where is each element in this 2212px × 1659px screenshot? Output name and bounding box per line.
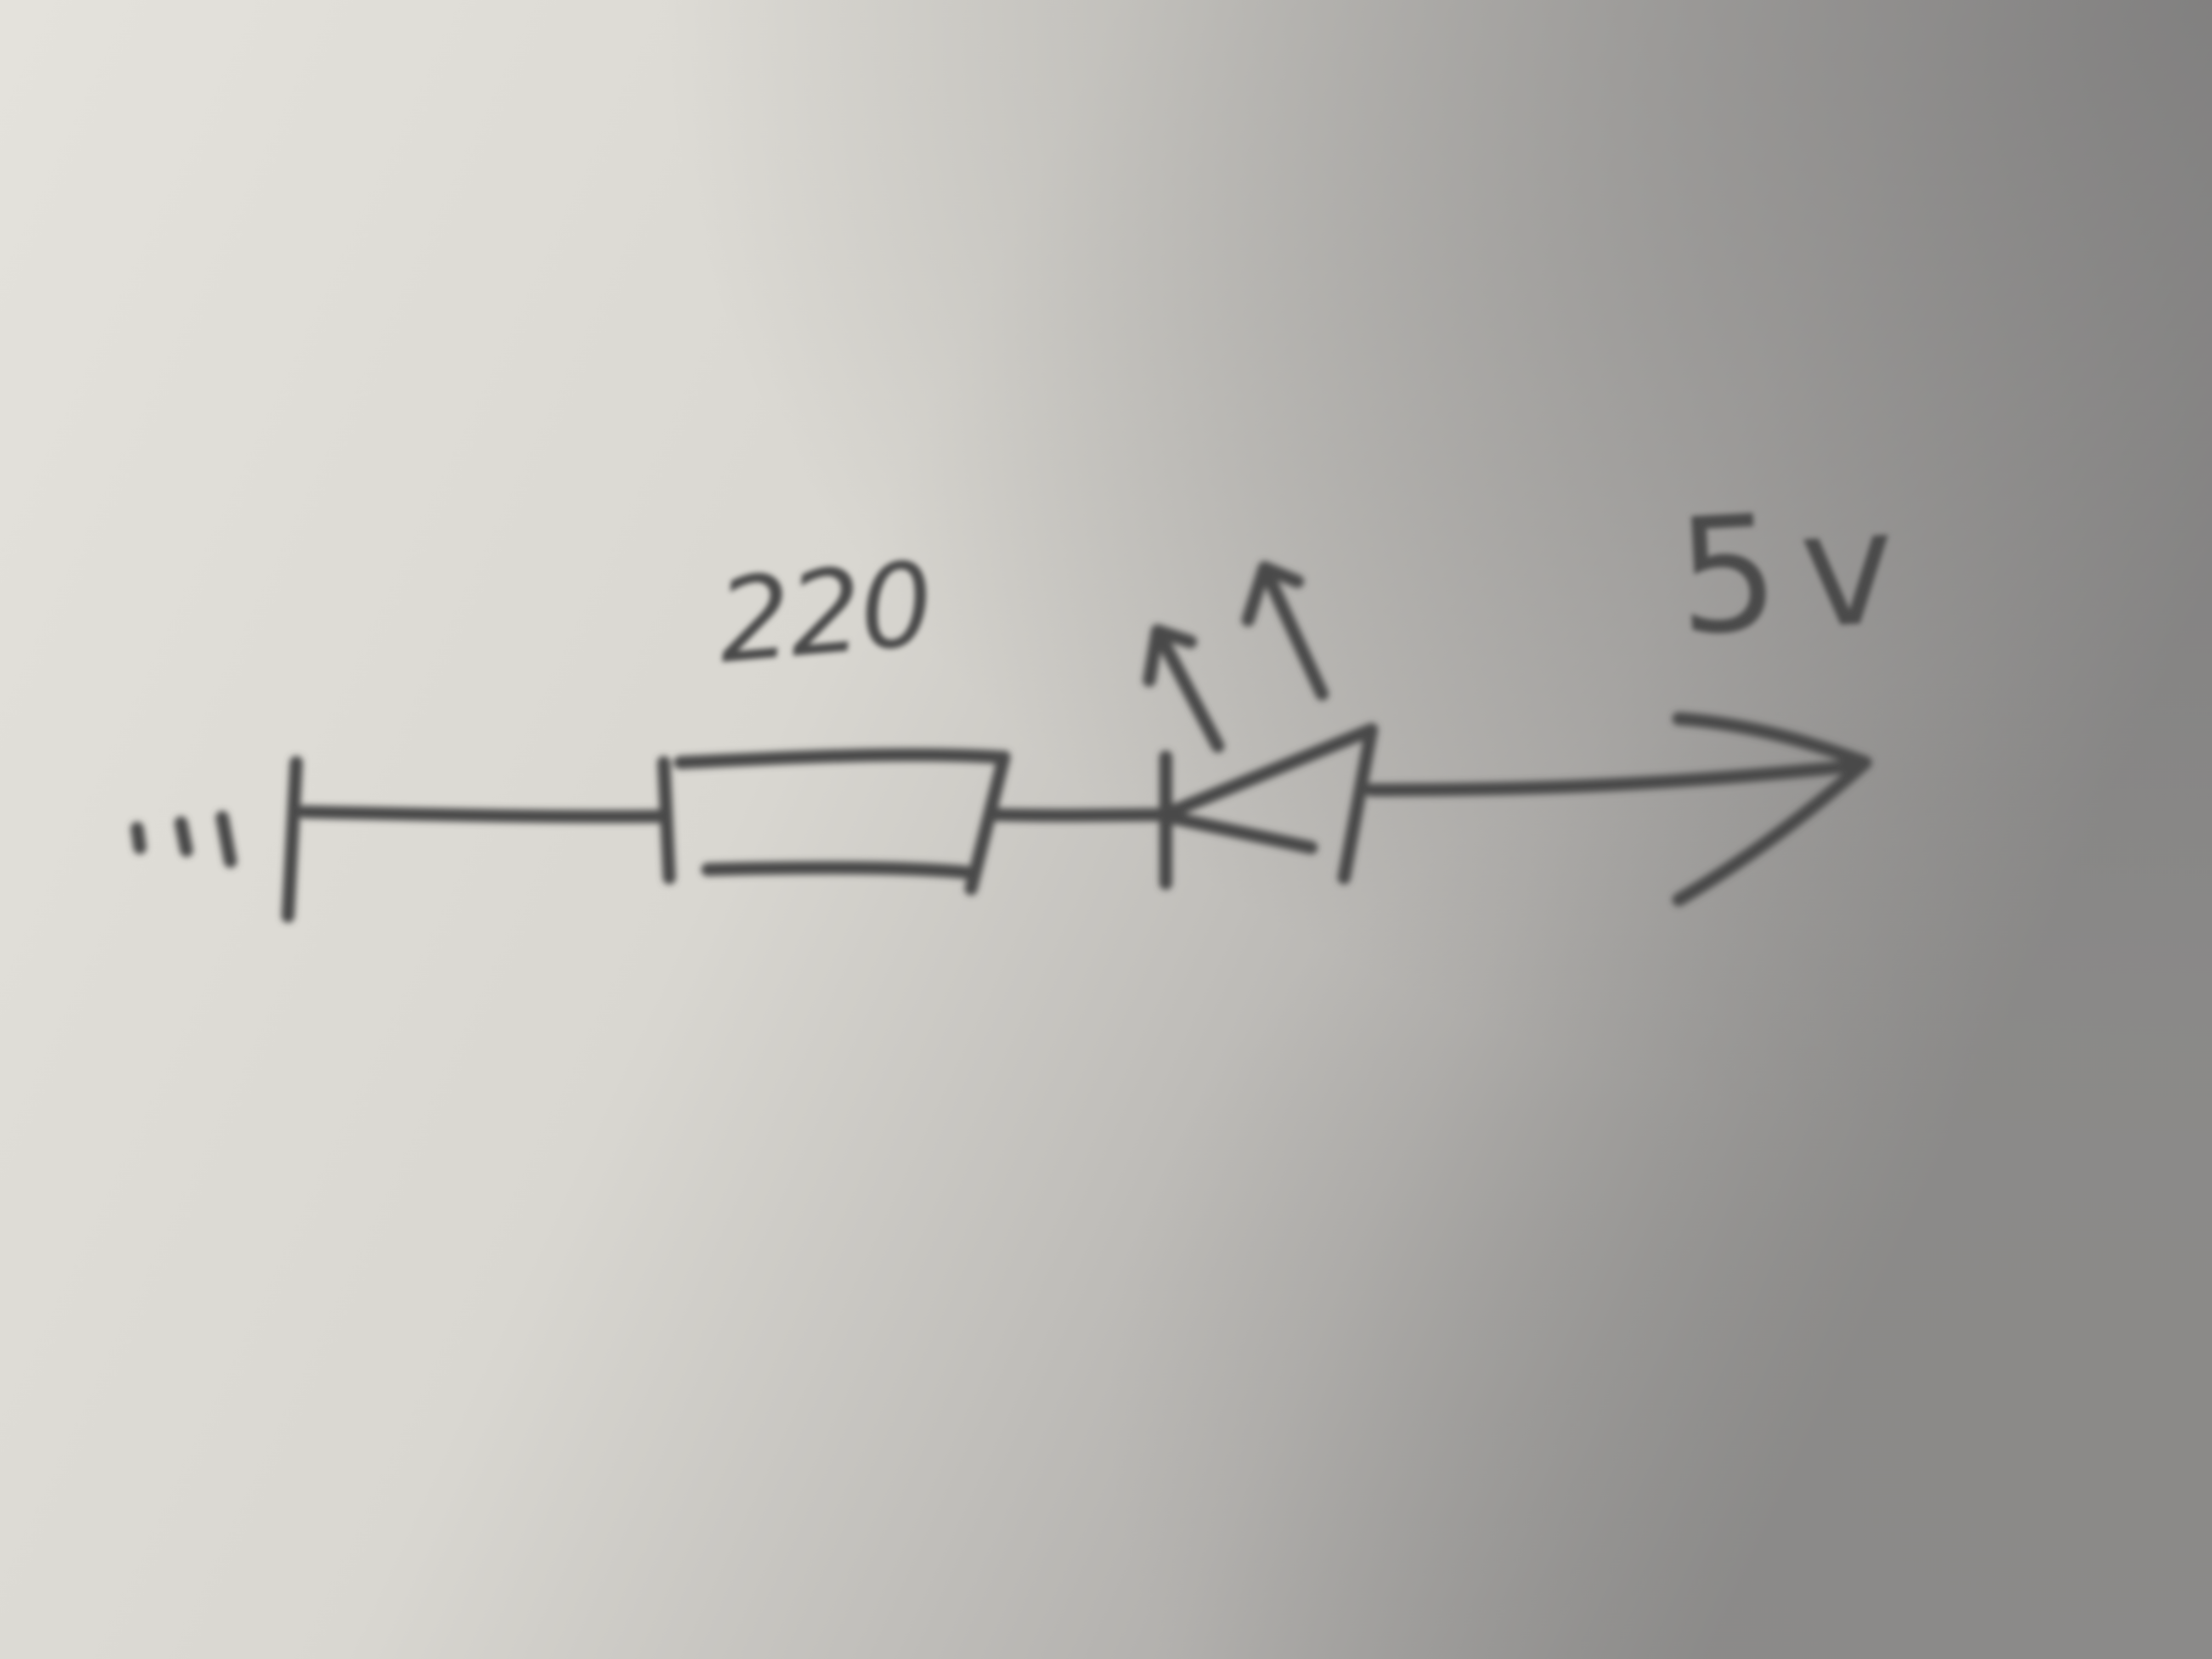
resistor: [657, 748, 1011, 895]
wire-right: [1365, 759, 1866, 797]
terminal-marks: [131, 811, 237, 868]
resistor-value-label: 220: [712, 537, 937, 690]
wire-left: [298, 805, 665, 823]
supply-arrow: [1672, 712, 1872, 906]
supply-voltage-label: 5v: [1672, 473, 1921, 671]
led: [1159, 723, 1378, 890]
led-light-arrows: [1143, 561, 1329, 753]
terminal-bar: [281, 756, 303, 923]
